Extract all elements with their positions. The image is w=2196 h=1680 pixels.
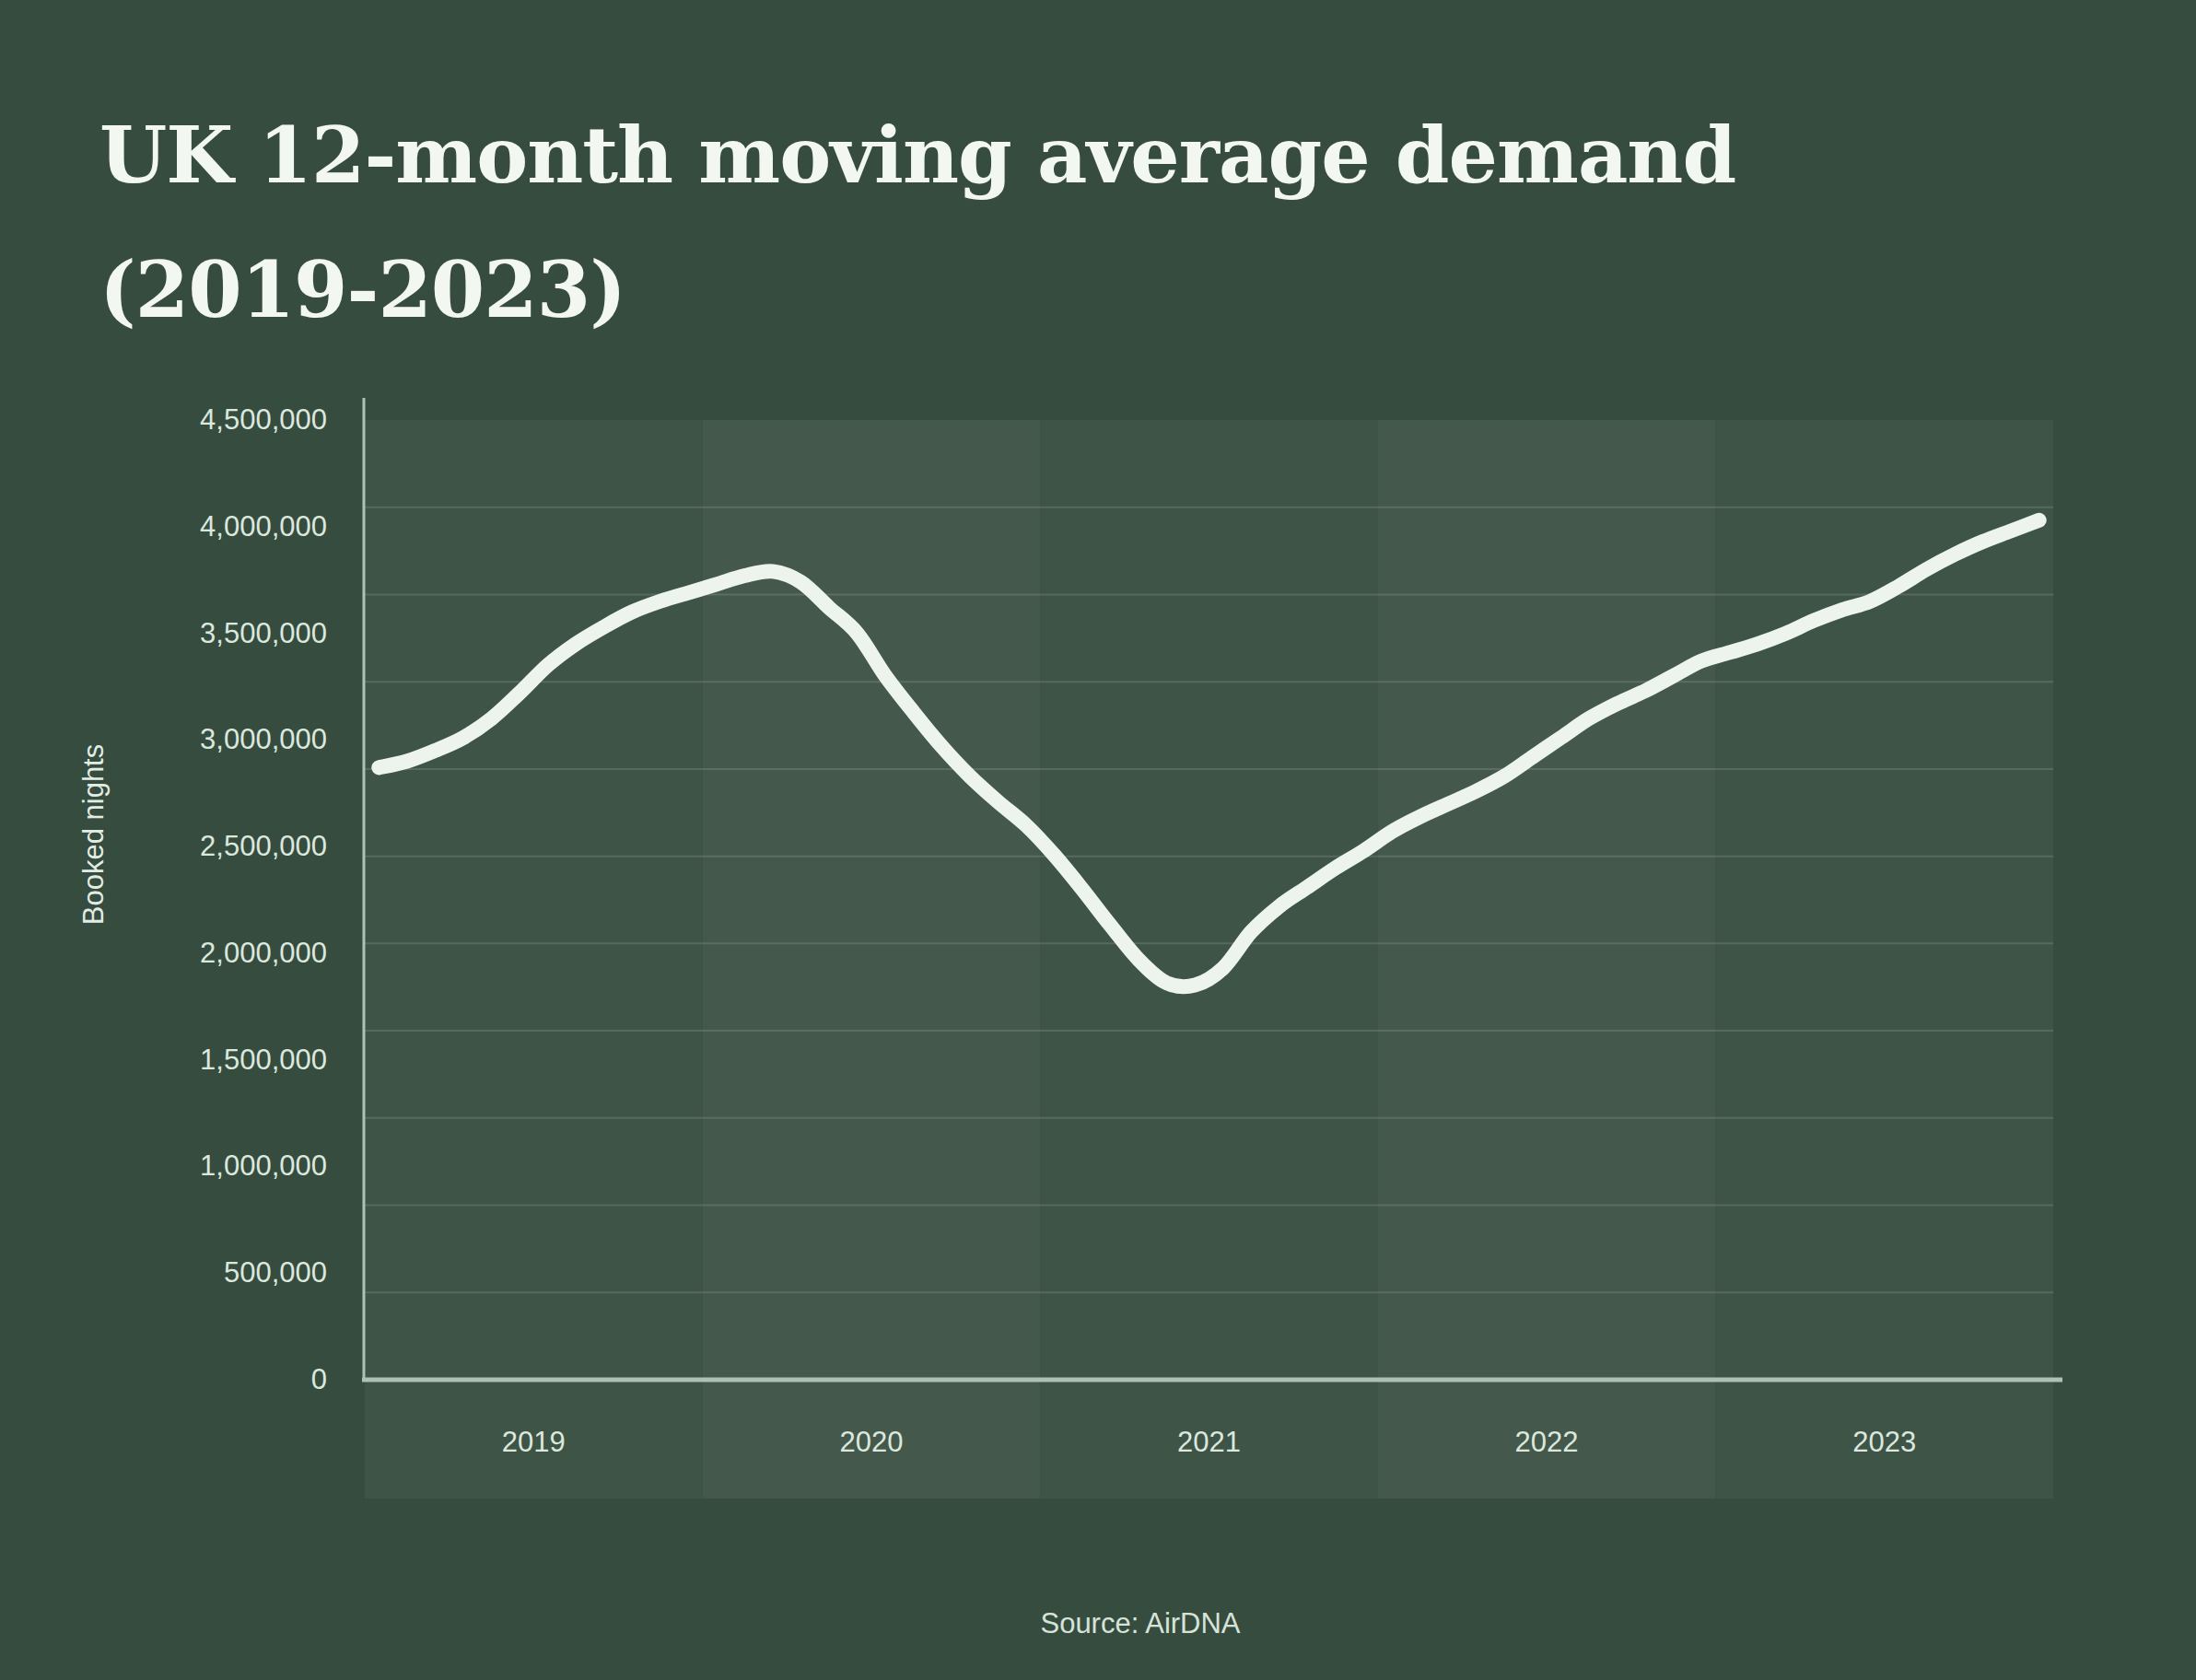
year-band-2023	[1715, 420, 2053, 1499]
x-tick-label-2019: 2019	[502, 1426, 566, 1459]
y-tick-label-2500000: 2,500,000	[134, 830, 327, 863]
y-tick-label-0: 0	[134, 1363, 327, 1396]
x-tick-label-2021: 2021	[1177, 1426, 1241, 1459]
chart-title-line1: UK 12-month moving average demand	[99, 110, 1735, 201]
x-tick-label-2020: 2020	[839, 1426, 903, 1459]
year-band-2021	[1040, 420, 1378, 1499]
x-tick-label-2022: 2022	[1515, 1426, 1579, 1459]
year-band-2022	[1378, 420, 1716, 1499]
chart-page: UK 12-month moving average demand (2019-…	[0, 0, 2196, 1680]
x-tick-label-2023: 2023	[1852, 1426, 1916, 1459]
y-tick-label-1500000: 1,500,000	[134, 1044, 327, 1077]
chart-title: UK 12-month moving average demand (2019-…	[99, 88, 1735, 357]
y-axis-title: Booked nights	[77, 744, 111, 925]
y-tick-label-3500000: 3,500,000	[134, 617, 327, 650]
y-tick-label-4500000: 4,500,000	[134, 403, 327, 437]
y-tick-label-3000000: 3,000,000	[134, 723, 327, 756]
y-tick-label-2000000: 2,000,000	[134, 937, 327, 970]
year-band-2020	[703, 420, 1041, 1499]
year-band-2019	[365, 420, 703, 1499]
y-tick-label-4000000: 4,000,000	[134, 510, 327, 543]
chart-title-line2: (2019-2023)	[99, 244, 625, 335]
y-tick-label-1000000: 1,000,000	[134, 1149, 327, 1183]
y-tick-label-500000: 500,000	[134, 1256, 327, 1289]
source-note: Source: AirDNA	[1040, 1607, 1240, 1640]
